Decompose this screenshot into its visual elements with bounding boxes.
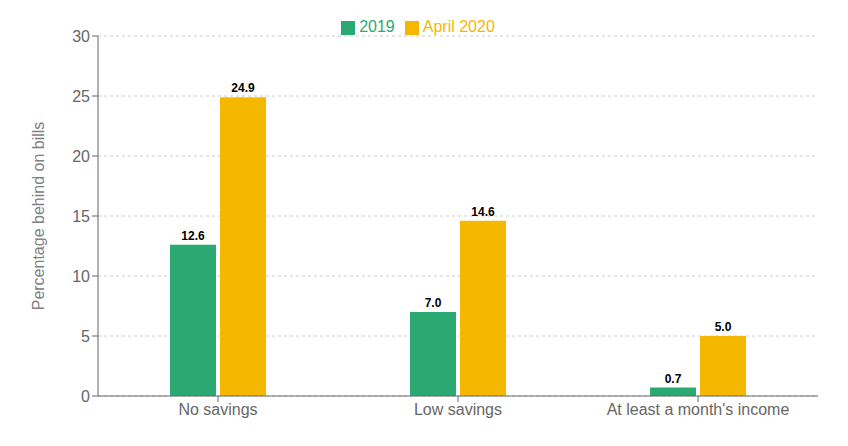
svg-text:25: 25 [72,88,90,105]
svg-text:5: 5 [81,328,90,345]
svg-text:0: 0 [81,388,90,405]
svg-text:No savings: No savings [178,401,257,418]
svg-text:0.7: 0.7 [665,372,682,386]
svg-text:20: 20 [72,148,90,165]
html-text:2019: 2019 [359,18,395,35]
svg-text:12.6: 12.6 [181,229,205,243]
svg-text:15: 15 [72,208,90,225]
svg-text:Percentage behind on bills: Percentage behind on bills [30,122,47,311]
svg-text:5.0: 5.0 [715,320,732,334]
svg-text:24.9: 24.9 [231,81,255,95]
html-text:April 2020: April 2020 [422,18,495,35]
svg-text:30: 30 [72,28,90,45]
svg-text:Low savings: Low savings [414,401,502,418]
svg-text:7.0: 7.0 [425,296,442,310]
svg-text:14.6: 14.6 [471,205,495,219]
svg-text:10: 10 [72,268,90,285]
svg-text:At least a month's income: At least a month's income [607,401,790,418]
